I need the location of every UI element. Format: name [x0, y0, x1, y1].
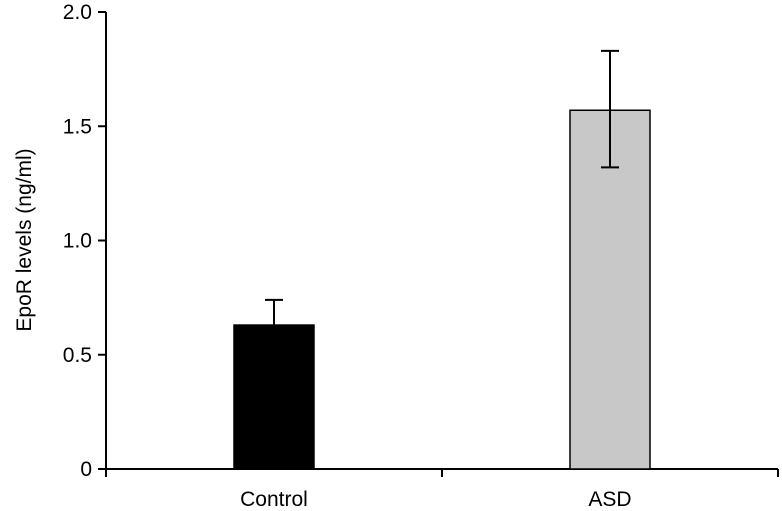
- y-axis-title: EpoR levels (ng/ml): [13, 148, 36, 331]
- bar-control: [233, 324, 315, 470]
- x-category-label: Control: [240, 488, 308, 511]
- plot-area: 0 0.5 1.0 1.5 2.0 Control ASD: [63, 1, 779, 511]
- y-tick-label: 1.5: [63, 115, 92, 138]
- y-tick-label: 0: [80, 458, 92, 481]
- bar-asd: [569, 109, 651, 470]
- y-tick-label: 1.0: [63, 230, 92, 253]
- y-tick-label: 0.5: [63, 344, 92, 367]
- y-tick-label: 2.0: [63, 1, 92, 24]
- x-category-label: ASD: [588, 488, 631, 511]
